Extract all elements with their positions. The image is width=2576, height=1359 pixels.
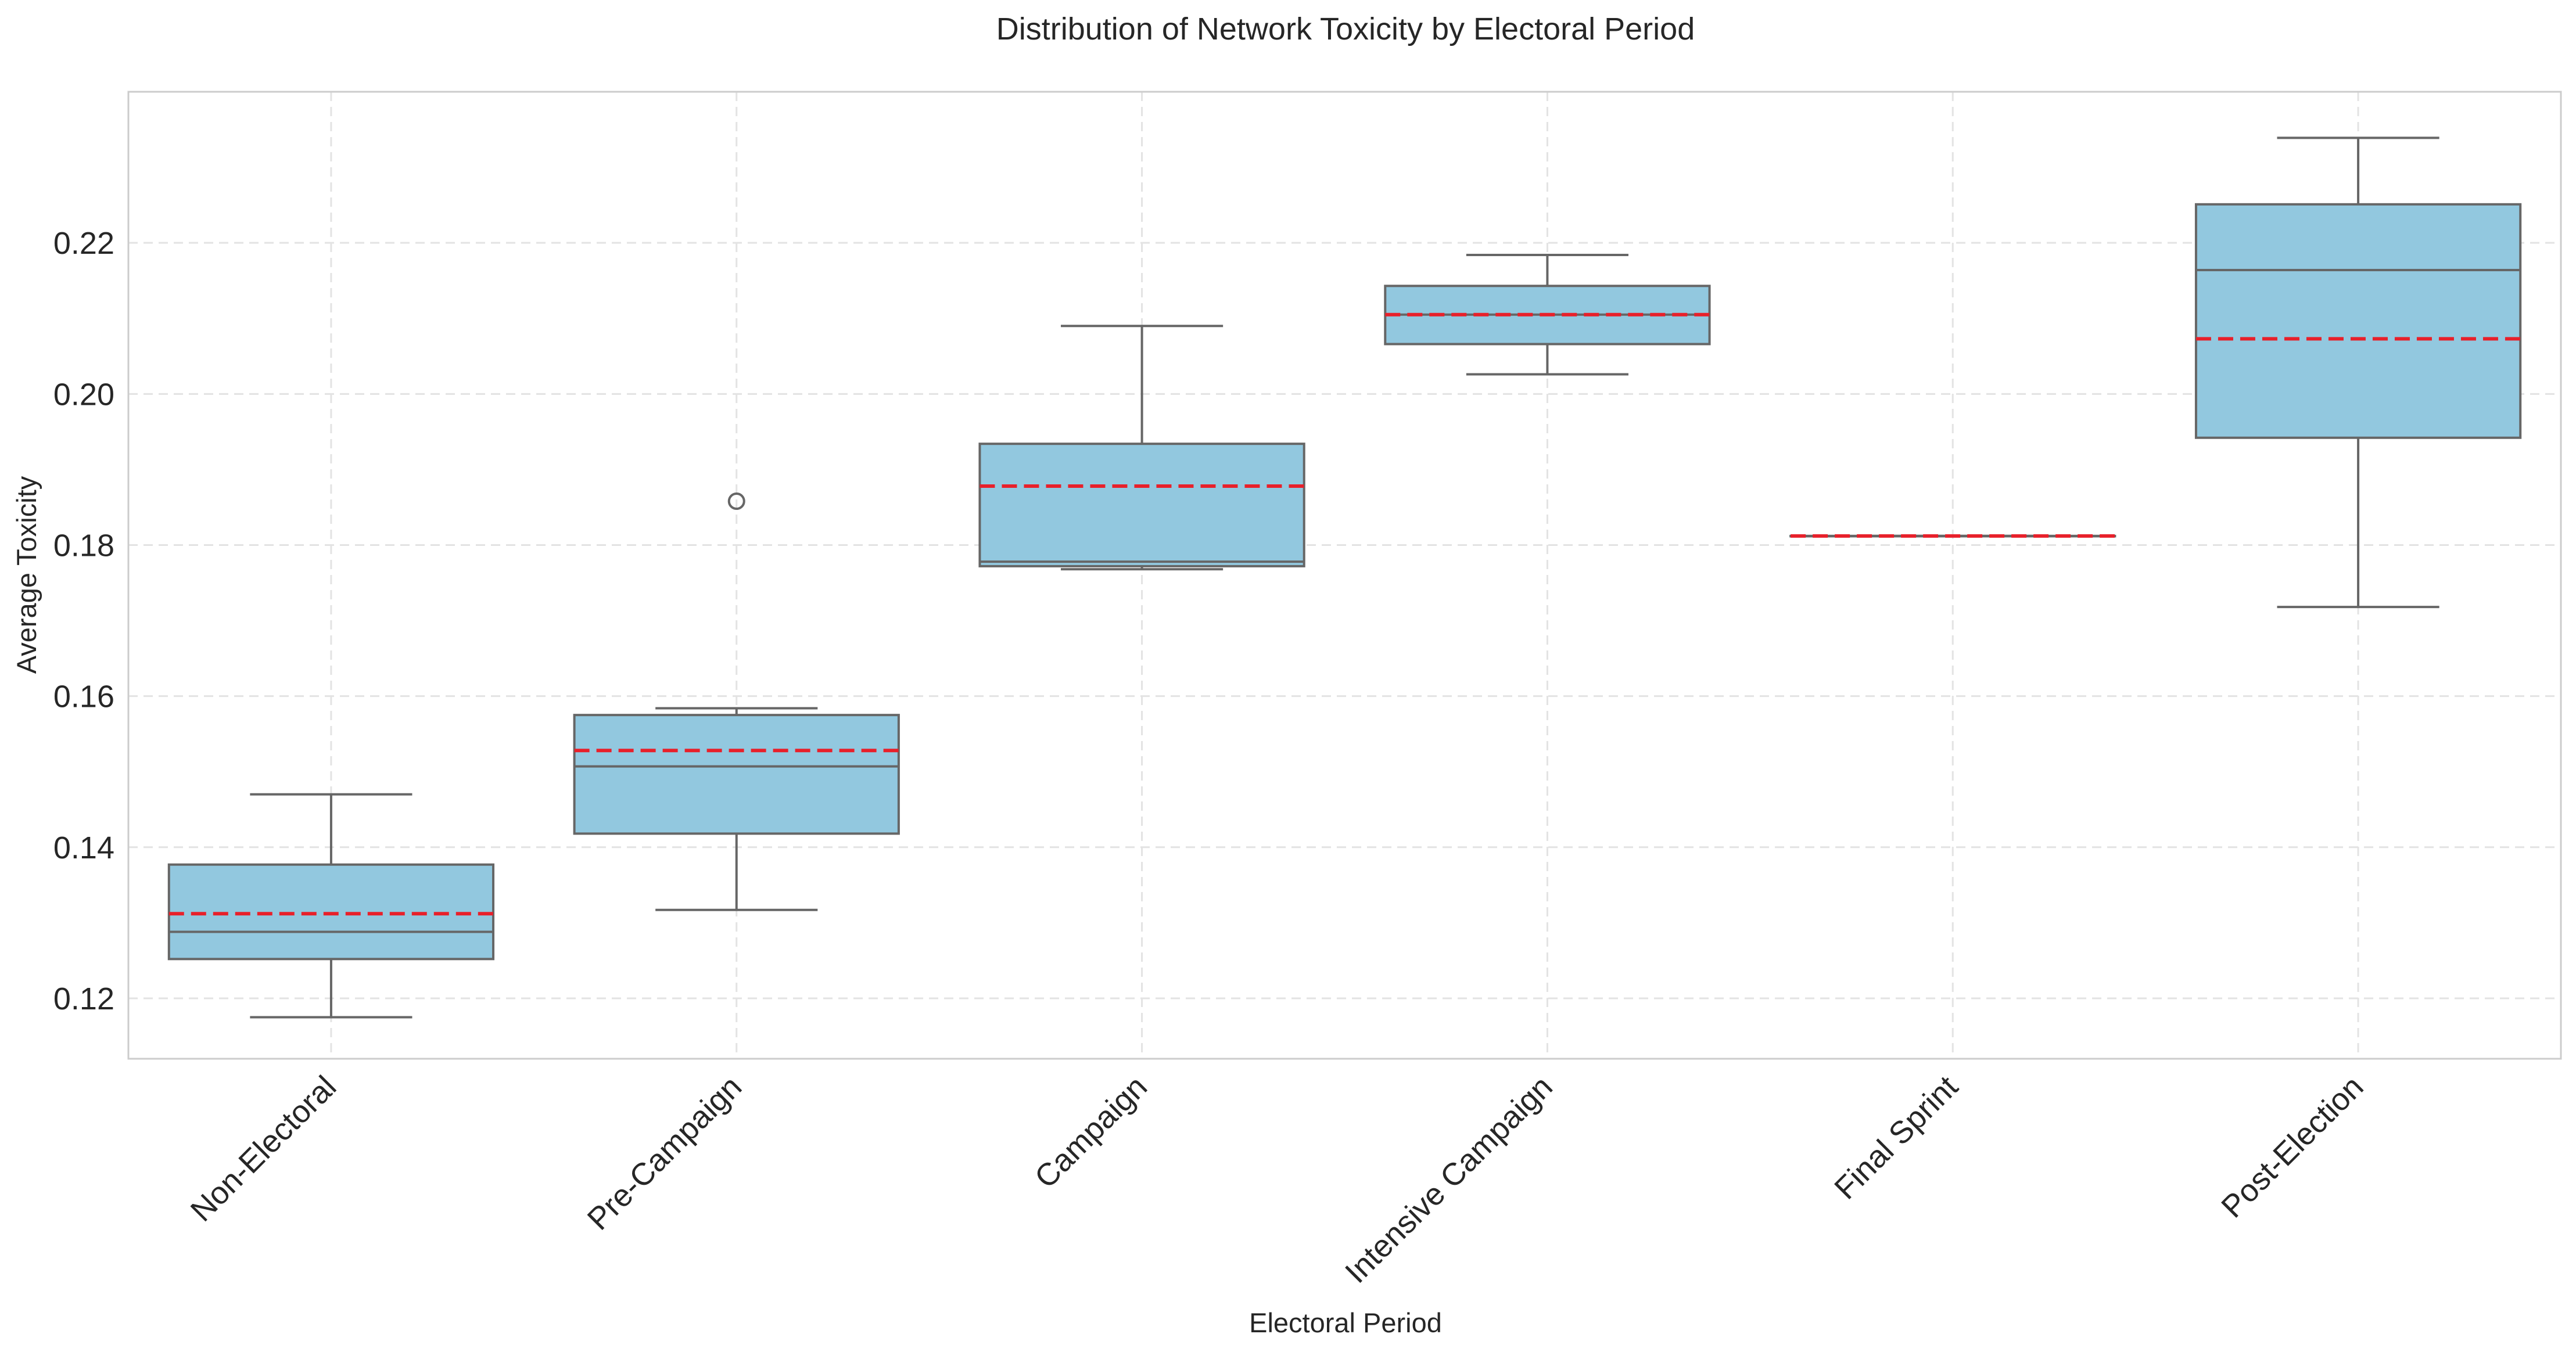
y-axis-label: Average Toxicity (11, 476, 42, 674)
box-group (167, 793, 495, 1019)
box-group (2194, 136, 2522, 609)
box-iqr (573, 714, 900, 835)
box-layer (167, 136, 2522, 1019)
x-tick-label: Intensive Campaign (1339, 1069, 1559, 1290)
chart-title: Distribution of Network Toxicity by Elec… (996, 12, 1695, 46)
y-tick-label: 0.20 (53, 377, 114, 412)
x-tick-label: Campaign (1028, 1069, 1154, 1195)
y-tick-label: 0.22 (53, 226, 114, 261)
box-iqr (167, 863, 495, 961)
y-tick-label: 0.18 (53, 528, 114, 563)
box-group (1789, 534, 2116, 538)
x-tick-label: Non-Electoral (184, 1069, 343, 1228)
y-tick-label: 0.12 (53, 982, 114, 1016)
y-tick-labels: 0.12 0.14 0.16 0.18 0.20 0.22 (53, 226, 114, 1016)
x-tick-label: Final Sprint (1828, 1069, 1965, 1206)
x-tick-label: Post-Election (2215, 1069, 2370, 1224)
box-group (978, 325, 1305, 571)
box-iqr (978, 443, 1305, 567)
y-tick-label: 0.14 (53, 831, 114, 865)
x-tick-labels: Non-Electoral Pre-Campaign Campaign Intensi… (184, 1069, 2370, 1290)
box-group (573, 492, 900, 911)
box-group (1384, 253, 1711, 376)
y-tick-label: 0.16 (53, 680, 114, 714)
x-tick-label: Pre-Campaign (581, 1069, 749, 1237)
box-iqr (2194, 203, 2522, 439)
x-axis-label: Electoral Period (1249, 1307, 1442, 1338)
plot-frame (127, 91, 2562, 1060)
outlier-point (727, 492, 745, 510)
